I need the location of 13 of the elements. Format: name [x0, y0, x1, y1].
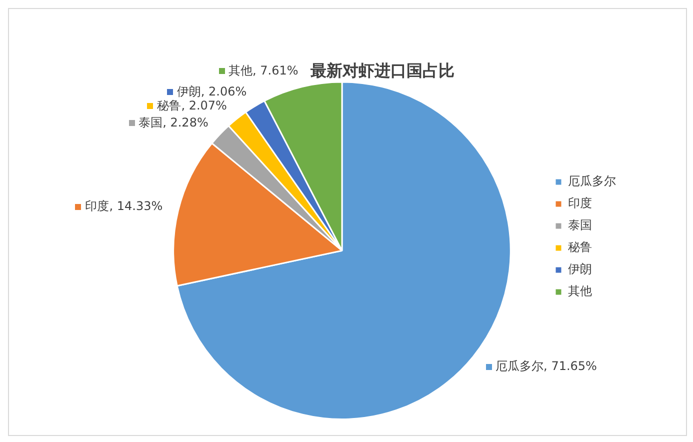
legend-label: 厄瓜多尔 [568, 174, 616, 188]
legend-label: 泰国 [568, 218, 592, 232]
legend-label: 秘鲁 [568, 240, 592, 254]
data-label: 泰国, 2.28% [138, 115, 208, 130]
data-label: 印度, 14.33% [85, 198, 163, 213]
data-label: 其他, 7.61% [228, 63, 298, 78]
legend-label: 其他 [568, 284, 592, 298]
data-label: 厄瓜多尔, 71.65% [496, 358, 597, 373]
data-label: 伊朗, 2.06% [176, 84, 247, 99]
chart-title: 最新对虾进口国占比 [310, 60, 454, 80]
data-label: 秘鲁, 2.07% [157, 98, 227, 112]
legend-label: 印度 [568, 196, 592, 210]
legend-label: 伊朗 [568, 262, 592, 276]
